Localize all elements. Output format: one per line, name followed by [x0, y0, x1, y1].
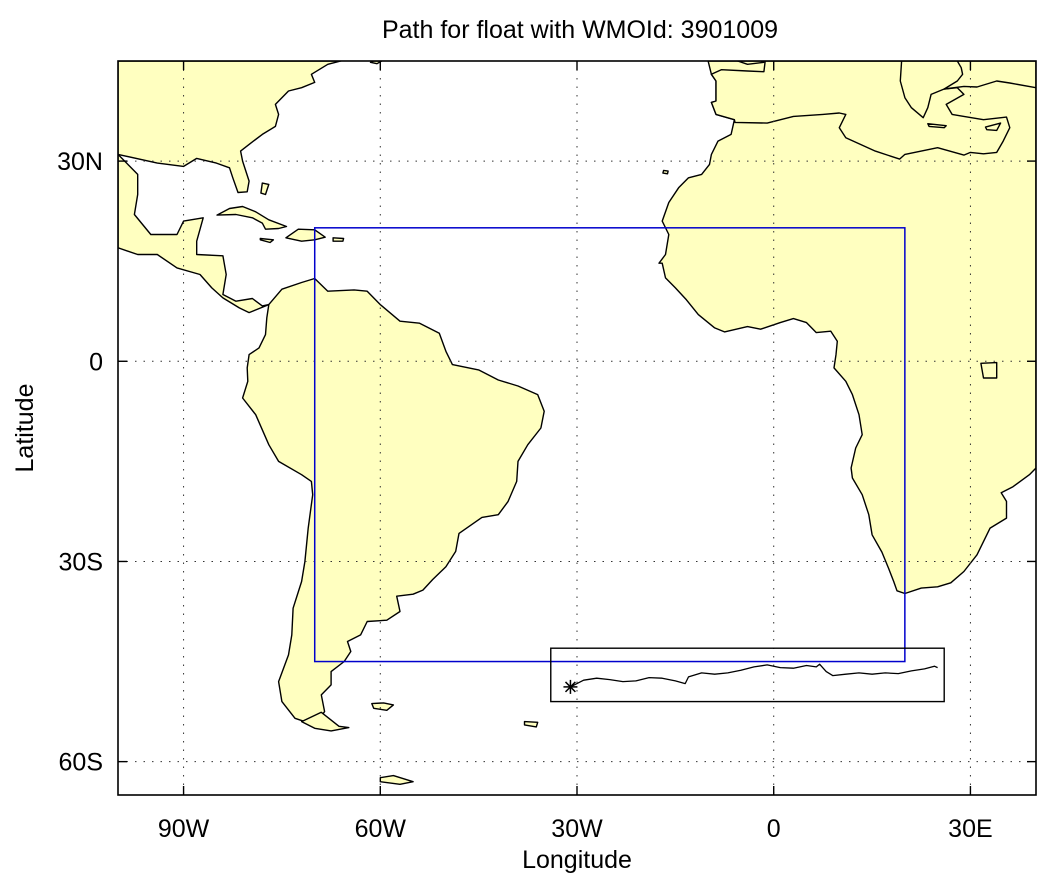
float-bounding-box	[550, 647, 945, 703]
float-track-layer	[563, 663, 938, 694]
gridlines	[118, 61, 1036, 795]
landmass-north-america	[118, 61, 270, 314]
landmass-south-georgia	[523, 720, 539, 728]
landmass-florida-east	[118, 61, 342, 194]
landmass-crete	[927, 122, 947, 129]
landmass-lake-victoria	[980, 361, 998, 379]
x-tick-label: 0	[767, 815, 781, 843]
y-tick-label: 30N	[57, 148, 103, 176]
landmass-turkey-north	[943, 61, 1036, 90]
landmass-cyprus	[984, 122, 1002, 132]
y-tick-label: 30S	[59, 548, 103, 576]
landmass-bahamas	[260, 182, 270, 196]
map-plot-area: 90W 60W 30W 0 30E 30N 0 30S 60S	[57, 60, 1037, 843]
landmass-jamaica	[259, 237, 275, 244]
landmass-africa-europe	[658, 61, 1036, 595]
landmass-south-america	[241, 277, 545, 726]
boxes-layer	[313, 227, 945, 703]
x-tick-label: 90W	[158, 815, 210, 843]
axis-ticks: 90W 60W 30W 0 30E 30N 0 30S 60S	[57, 61, 1036, 843]
x-tick-label: 30W	[551, 815, 603, 843]
landmass-antarctic-peninsula	[379, 774, 414, 785]
landmass-cuba	[216, 205, 288, 230]
landmass-tierra-del-fuego	[300, 711, 350, 732]
y-tick-label: 60S	[59, 749, 103, 777]
landmass-britain	[737, 61, 765, 66]
map-title: Path for float with WMOId: 3901009	[382, 16, 778, 44]
landmass-falklands	[371, 702, 395, 711]
float-start-marker-stroke	[564, 681, 576, 693]
float-start-marker	[563, 679, 578, 694]
float-track-line	[570, 663, 938, 688]
x-axis-label: Longitude	[522, 846, 632, 874]
land-layer	[118, 61, 1036, 785]
y-axis-label: Latitude	[11, 384, 39, 473]
x-tick-label: 30E	[948, 815, 992, 843]
region-box	[313, 227, 906, 663]
landmass-canary	[662, 169, 669, 175]
x-tick-label: 60W	[355, 815, 407, 843]
y-tick-label: 0	[89, 348, 103, 376]
landmass-puerto-rico	[332, 237, 345, 242]
